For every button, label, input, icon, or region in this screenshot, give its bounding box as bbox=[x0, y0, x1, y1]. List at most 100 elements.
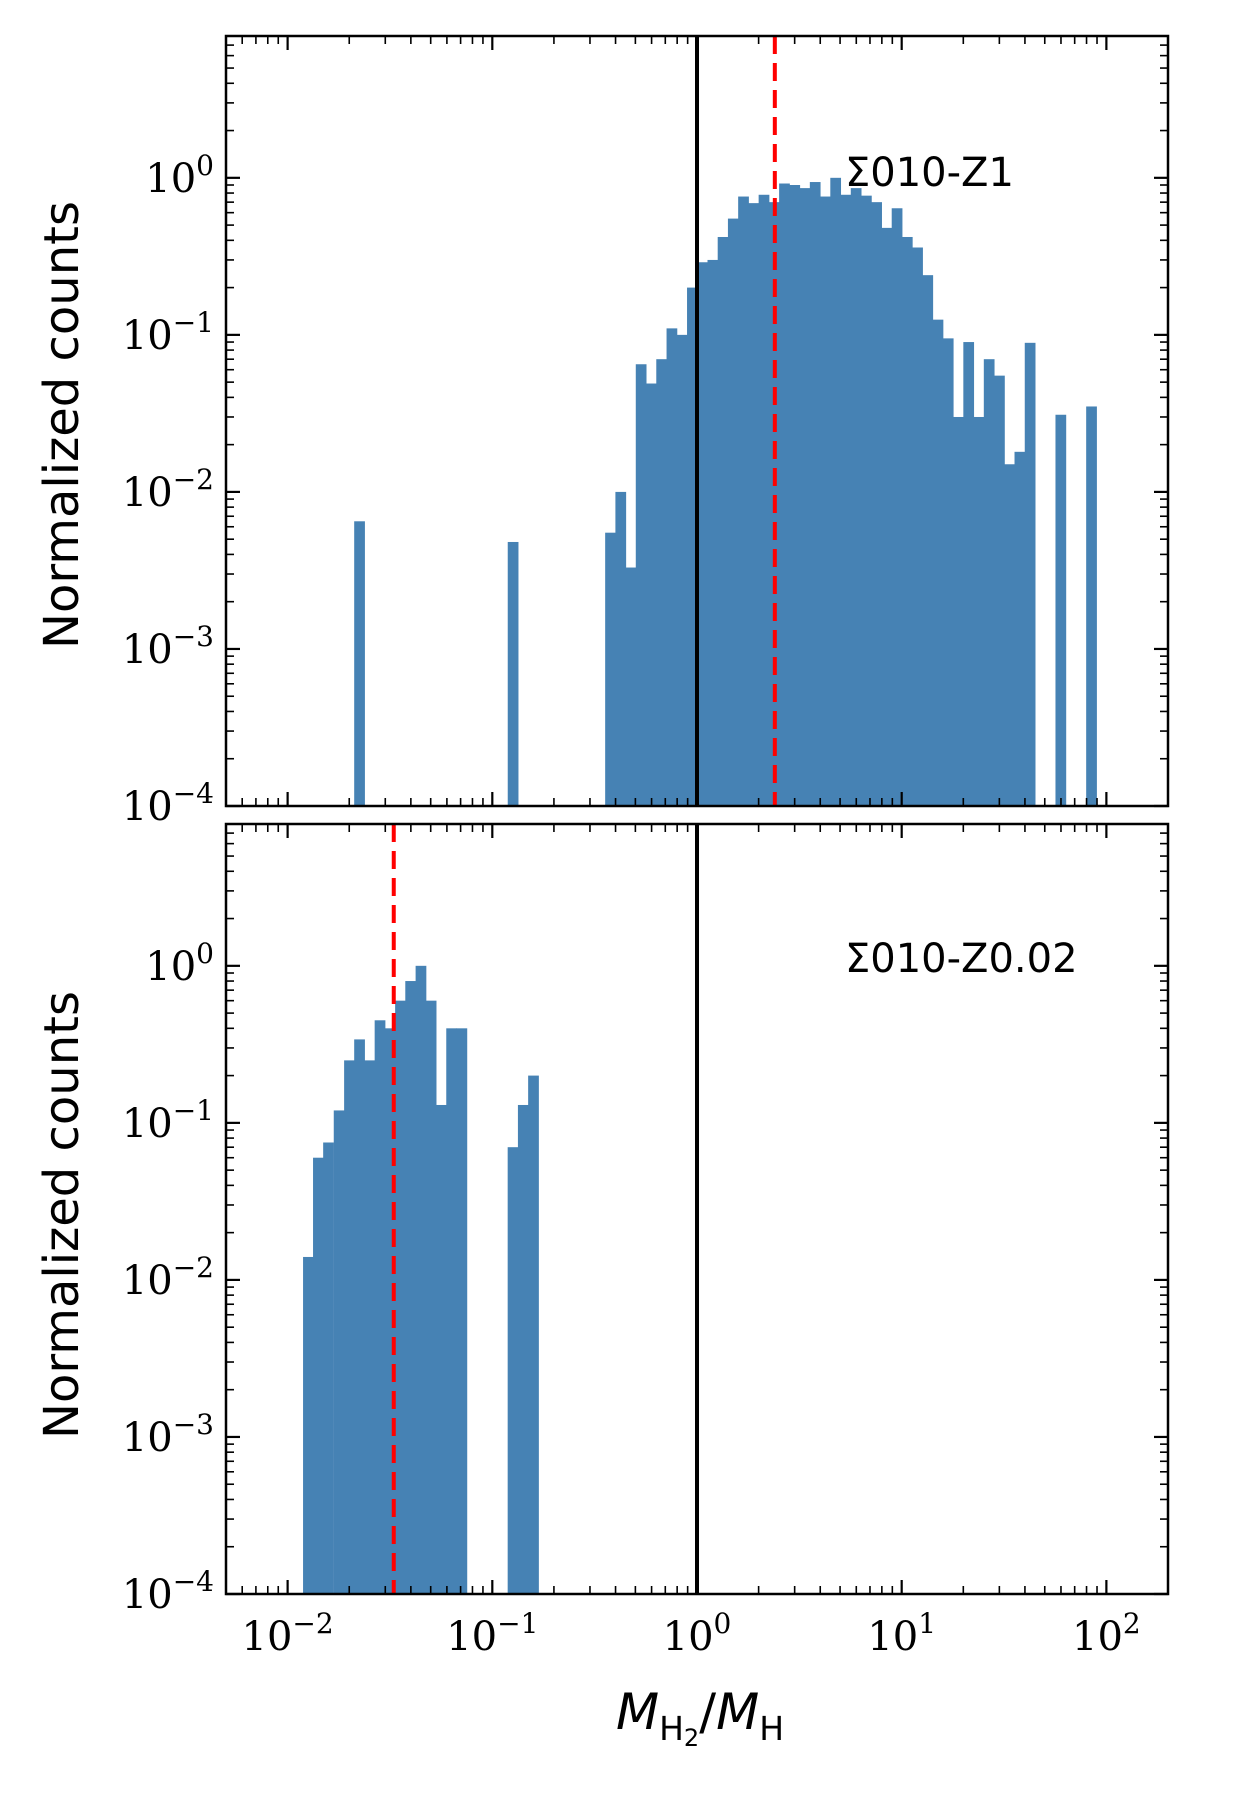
bar-bottom-8 bbox=[384, 1028, 396, 1594]
bar-top-5 bbox=[635, 364, 647, 806]
bar-bottom-13 bbox=[435, 1104, 447, 1594]
bar-bottom-5 bbox=[354, 1039, 365, 1594]
ytick-label-top: 10−4 bbox=[122, 777, 214, 830]
bar-top-20 bbox=[789, 185, 801, 806]
ytick-label-bottom: 10−3 bbox=[122, 1408, 214, 1461]
bar-top-10 bbox=[687, 287, 698, 807]
xtick-label: 100 bbox=[663, 1607, 732, 1660]
ytick-label-bottom: 100 bbox=[145, 937, 214, 990]
xlabel-sub-2: 2 bbox=[684, 1724, 699, 1752]
bar-top-44 bbox=[1055, 414, 1067, 806]
xlabel: MH2/MH bbox=[616, 1683, 784, 1752]
bar-bottom-3 bbox=[333, 1110, 345, 1594]
bar-top-39 bbox=[983, 359, 995, 806]
xlabel-m1: M bbox=[616, 1683, 659, 1741]
bar-top-27 bbox=[861, 195, 872, 806]
bar-top-41 bbox=[1004, 464, 1016, 806]
bar-bottom-17 bbox=[517, 1104, 529, 1594]
ticks-bottom bbox=[225, 823, 1169, 1596]
bar-top-36 bbox=[953, 416, 964, 806]
ytick-label-top: 10−1 bbox=[122, 306, 214, 359]
annotation-top: Σ010-Z1 bbox=[845, 150, 1014, 196]
bar-top-38 bbox=[973, 416, 985, 806]
bar-top-26 bbox=[850, 188, 862, 807]
bar-top-4 bbox=[625, 567, 637, 806]
ytick-label-top: 10−2 bbox=[122, 463, 214, 516]
ytick-label-top: 10−3 bbox=[122, 620, 214, 673]
bar-bottom-12 bbox=[425, 1000, 437, 1594]
bar-top-15 bbox=[738, 196, 749, 807]
bar-bottom-9 bbox=[395, 1000, 406, 1594]
xlabel-sub-h: H bbox=[659, 1709, 684, 1748]
xtick-label: 10−1 bbox=[446, 1607, 538, 1660]
xtick-label: 10−2 bbox=[242, 1607, 334, 1660]
bar-top-33 bbox=[922, 275, 934, 806]
frame-top bbox=[224, 34, 1170, 808]
bar-top-30 bbox=[891, 208, 903, 806]
bar-top-13 bbox=[717, 236, 729, 807]
ylabel-bottom: Normalized counts bbox=[34, 991, 90, 1439]
xlabel-sep: / bbox=[699, 1683, 716, 1741]
bar-top-23 bbox=[820, 196, 831, 807]
bar-bottom-18 bbox=[528, 1075, 539, 1594]
ytick-label-bottom: 10−1 bbox=[122, 1094, 214, 1147]
xlabel-sub-h2: H bbox=[759, 1709, 784, 1748]
bar-top-29 bbox=[881, 227, 893, 806]
bar-top-1 bbox=[507, 541, 519, 806]
bar-top-40 bbox=[994, 375, 1005, 806]
xtick-label: 101 bbox=[867, 1607, 936, 1660]
bar-bottom-2 bbox=[323, 1142, 334, 1594]
bar-top-3 bbox=[615, 491, 627, 806]
bar-top-42 bbox=[1014, 451, 1026, 806]
bar-top-21 bbox=[799, 188, 811, 807]
xtick-label: 102 bbox=[1072, 1607, 1141, 1660]
ytick-label-bottom: 10−4 bbox=[122, 1565, 214, 1618]
ytick-labels-top: 10−4 10−3 10−2 10−1 100 bbox=[122, 149, 214, 830]
ylabel-top: Normalized counts bbox=[34, 201, 90, 649]
bar-bottom-6 bbox=[364, 1060, 376, 1594]
bar-top-25 bbox=[840, 194, 852, 806]
bar-bottom-0 bbox=[303, 1256, 314, 1594]
bar-bottom-11 bbox=[415, 965, 427, 1594]
bar-bottom-1 bbox=[313, 1157, 324, 1594]
bar-top-8 bbox=[666, 328, 678, 806]
bar-bottom-15 bbox=[456, 1028, 468, 1594]
bar-top-19 bbox=[779, 183, 790, 806]
bar-top-11 bbox=[697, 262, 708, 806]
bar-top-12 bbox=[707, 259, 719, 806]
bar-bottom-16 bbox=[507, 1147, 519, 1594]
frame-bottom bbox=[224, 822, 1170, 1596]
ytick-labels-bottom: 10−4 10−3 10−2 10−1 100 bbox=[122, 937, 214, 1618]
bar-top-34 bbox=[932, 319, 944, 806]
ticks-top bbox=[225, 35, 1169, 808]
bar-top-16 bbox=[748, 203, 760, 806]
bar-top-2 bbox=[605, 532, 616, 806]
xtick-labels: 10−2 10−1 100 101 102 bbox=[242, 1607, 1141, 1660]
bar-top-17 bbox=[758, 194, 770, 806]
bar-top-31 bbox=[901, 236, 913, 807]
bar-top-45 bbox=[1086, 406, 1097, 806]
ytick-label-top: 100 bbox=[145, 149, 214, 202]
bar-top-6 bbox=[646, 383, 657, 806]
bar-top-14 bbox=[727, 218, 739, 807]
panel-top: Σ010-Z1 10−4 10−3 10−2 10−1 100 bbox=[122, 34, 1170, 830]
bar-top-28 bbox=[871, 202, 882, 806]
bars-bottom bbox=[303, 965, 539, 1594]
bar-top-35 bbox=[942, 338, 954, 806]
bar-top-37 bbox=[963, 342, 975, 806]
bar-top-7 bbox=[656, 359, 668, 806]
bar-top-32 bbox=[912, 247, 923, 806]
bars-top bbox=[354, 177, 1097, 807]
bar-bottom-14 bbox=[446, 1028, 457, 1594]
bar-bottom-7 bbox=[374, 1020, 386, 1594]
bar-top-9 bbox=[676, 334, 688, 806]
bar-top-24 bbox=[830, 177, 842, 806]
bar-top-0 bbox=[354, 521, 365, 806]
xlabel-m2: M bbox=[716, 1683, 759, 1741]
bar-bottom-10 bbox=[405, 981, 417, 1594]
bar-top-43 bbox=[1024, 342, 1036, 806]
bar-top-22 bbox=[809, 182, 821, 807]
ytick-label-bottom: 10−2 bbox=[122, 1251, 214, 1304]
